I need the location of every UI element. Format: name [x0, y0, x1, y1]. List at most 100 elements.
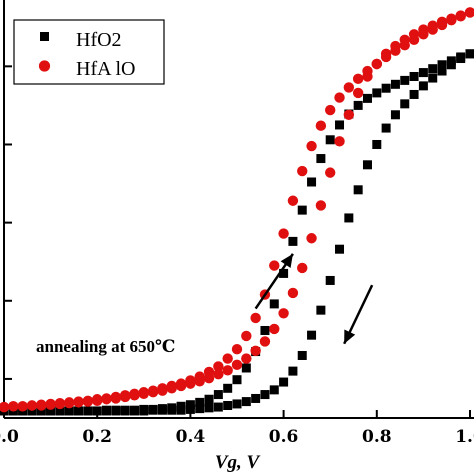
- hfalo-point: [418, 24, 429, 35]
- hfo2-point: [139, 406, 149, 416]
- hfo2-point: [381, 83, 391, 93]
- hfalo-point: [325, 104, 336, 116]
- hfalo-point: [222, 353, 233, 364]
- hfalo-point: [297, 262, 308, 274]
- hfo2-point: [269, 385, 279, 395]
- hfo2-point: [437, 60, 447, 70]
- hfalo-point: [287, 195, 299, 206]
- hfo2-point: [381, 123, 391, 133]
- hfalo-point: [297, 165, 308, 177]
- hfo2-point: [83, 406, 93, 416]
- hfo2-point: [400, 99, 410, 109]
- hfalo-point: [241, 330, 252, 342]
- hfalo-point: [278, 308, 289, 319]
- hfalo-point: [213, 361, 224, 372]
- hfo2-point: [372, 88, 382, 98]
- hfo2-point: [27, 406, 37, 416]
- hfalo-point: [306, 140, 317, 152]
- hfalo-point: [278, 228, 289, 239]
- hfo2-point: [362, 93, 372, 103]
- hfo2-point: [307, 330, 317, 340]
- x-tick-label: 0.6: [269, 427, 299, 447]
- x-tick-label: 0.4: [176, 427, 206, 447]
- hfo2-point: [437, 66, 447, 76]
- hfalo-point: [408, 29, 420, 40]
- direction-arrows: [254, 253, 374, 345]
- hfo2-point: [279, 377, 289, 387]
- hfo2-point: [251, 393, 261, 403]
- hfalo-point: [54, 398, 66, 410]
- hfalo-point: [390, 40, 401, 52]
- hfo2-point: [241, 397, 251, 407]
- hfalo-point: [203, 372, 215, 384]
- hfalo-point: [269, 260, 280, 271]
- hfo2-point: [288, 236, 298, 246]
- hfo2-point: [195, 397, 205, 407]
- hfo2-point: [241, 363, 251, 373]
- hfalo-point: [17, 401, 28, 412]
- hfalo-point: [306, 233, 317, 244]
- hfalo-point: [269, 323, 280, 335]
- hfo2-point: [418, 68, 428, 78]
- hfalo-point: [157, 385, 168, 396]
- hfo2-point: [465, 49, 474, 59]
- hfo2-point: [390, 110, 400, 120]
- hfo2-point: [260, 390, 270, 400]
- hfo2-point: [223, 400, 233, 410]
- hfalo-point: [213, 369, 224, 380]
- hfalo-point: [138, 388, 149, 399]
- hfalo-point: [26, 400, 38, 411]
- hfo2-point: [36, 406, 46, 416]
- hfalo-point: [147, 387, 159, 398]
- x-tick-label: 1.0: [455, 427, 474, 447]
- hfalo-point: [464, 7, 474, 18]
- x-tick-label: 0.0: [0, 427, 19, 447]
- hfo2-point: [335, 244, 345, 254]
- hfo2-point: [428, 73, 438, 83]
- hfo2-point: [288, 366, 298, 376]
- hfo2-point: [102, 406, 112, 416]
- hfalo-point: [343, 82, 355, 93]
- legend-marker-square: [40, 32, 49, 41]
- hfo2-point: [260, 325, 270, 335]
- hfo2-point: [362, 160, 372, 170]
- hfalo-point: [352, 87, 364, 99]
- hfo2-point: [297, 350, 307, 360]
- hfo2-point: [418, 81, 428, 91]
- hfalo-point: [455, 10, 466, 21]
- hfalo-point: [166, 383, 177, 394]
- hfalo-point: [241, 353, 252, 364]
- hfo2-point: [335, 120, 345, 130]
- hfalo-point: [175, 380, 187, 392]
- axes: [3, 0, 474, 419]
- hfalo-point: [250, 312, 261, 324]
- hfalo-point: [8, 401, 19, 412]
- hfalo-point: [380, 48, 392, 60]
- arrow-up-head: [280, 253, 293, 269]
- hfo2-point: [111, 406, 121, 416]
- arrow-down-head: [344, 329, 356, 344]
- hfalo-point: [231, 359, 243, 371]
- hfo2-point: [390, 79, 400, 89]
- hfo2-point: [428, 64, 438, 74]
- hfalo-point: [119, 391, 131, 403]
- hfo2-point: [120, 406, 130, 416]
- hfo2-point: [74, 406, 84, 416]
- hfalo-point: [427, 20, 438, 31]
- hfo2-point: [213, 390, 223, 400]
- hfalo-point: [92, 395, 103, 407]
- hfo2-point: [409, 89, 419, 99]
- hfalo-point: [110, 393, 122, 404]
- hfalo-point: [36, 400, 47, 411]
- hfo2-point: [64, 406, 74, 416]
- hfo2-point: [195, 404, 205, 414]
- hfalo-point: [371, 58, 382, 70]
- hfalo-point: [325, 167, 336, 178]
- hfalo-point: [362, 71, 373, 82]
- hfo2-point: [446, 60, 456, 70]
- legend-label-hfo2: HfO2: [76, 29, 122, 51]
- hfo2-point: [204, 394, 214, 404]
- hfo2-point: [129, 406, 139, 416]
- hfalo-point: [259, 336, 271, 347]
- hfalo-point: [222, 365, 233, 376]
